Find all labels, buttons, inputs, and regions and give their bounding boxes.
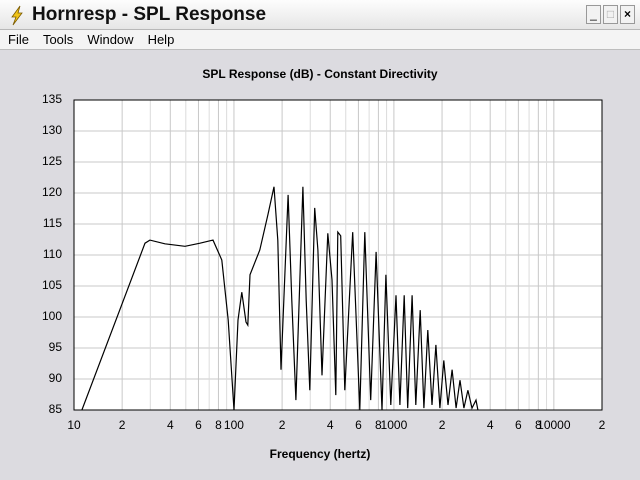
y-tick-label: 105 bbox=[42, 278, 62, 292]
y-tick-label: 90 bbox=[49, 371, 63, 385]
x-tick-label: 2 bbox=[119, 418, 126, 432]
x-tick-label: 8 bbox=[535, 418, 542, 432]
y-tick-label: 85 bbox=[49, 402, 63, 416]
x-tick-label: 8 bbox=[375, 418, 382, 432]
y-tick-label: 120 bbox=[42, 185, 62, 199]
x-axis-label: Frequency (hertz) bbox=[270, 447, 371, 461]
x-tick-label: 4 bbox=[487, 418, 494, 432]
x-tick-label: 4 bbox=[167, 418, 174, 432]
x-tick-label: 10000 bbox=[537, 418, 571, 432]
x-tick-label: 8 bbox=[215, 418, 222, 432]
y-tick-label: 110 bbox=[43, 247, 62, 261]
window-title: Hornresp - SPL Response bbox=[32, 4, 267, 25]
x-tick-label: 100 bbox=[224, 418, 244, 432]
y-tick-label: 95 bbox=[49, 340, 63, 354]
x-tick-label: 4 bbox=[327, 418, 334, 432]
response-line bbox=[81, 186, 479, 411]
menu-item[interactable]: Window bbox=[87, 32, 134, 47]
x-tick-label: 2 bbox=[439, 418, 446, 432]
x-tick-label: 6 bbox=[355, 418, 362, 432]
chart-title: SPL Response (dB) - Constant Directivity bbox=[202, 67, 437, 81]
y-tick-label: 115 bbox=[43, 216, 62, 230]
x-tick-label: 6 bbox=[515, 418, 522, 432]
y-tick-label: 100 bbox=[42, 309, 62, 323]
app-icon bbox=[11, 5, 23, 26]
y-tick-label: 125 bbox=[42, 154, 62, 168]
menu-bar: File Tools Window Help bbox=[0, 30, 640, 50]
x-tick-label: 2 bbox=[279, 418, 286, 432]
y-tick-label: 135 bbox=[42, 92, 62, 106]
close-button[interactable]: × bbox=[620, 5, 635, 24]
maximize-button[interactable]: □ bbox=[603, 5, 618, 24]
menu-item[interactable]: File bbox=[8, 32, 29, 47]
minimize-button[interactable]: _ bbox=[586, 5, 601, 24]
title-bar: Hornresp - SPL Response _ □ × bbox=[0, 0, 640, 30]
x-tick-label: 2 bbox=[599, 418, 606, 432]
y-tick-label: 130 bbox=[42, 123, 62, 137]
menu-item[interactable]: Help bbox=[147, 32, 175, 47]
menu-item[interactable]: Tools bbox=[42, 32, 74, 47]
plot-border bbox=[73, 99, 603, 411]
x-tick-label: 10 bbox=[67, 418, 81, 432]
x-tick-label: 1000 bbox=[381, 418, 408, 432]
x-tick-label: 6 bbox=[195, 418, 202, 432]
